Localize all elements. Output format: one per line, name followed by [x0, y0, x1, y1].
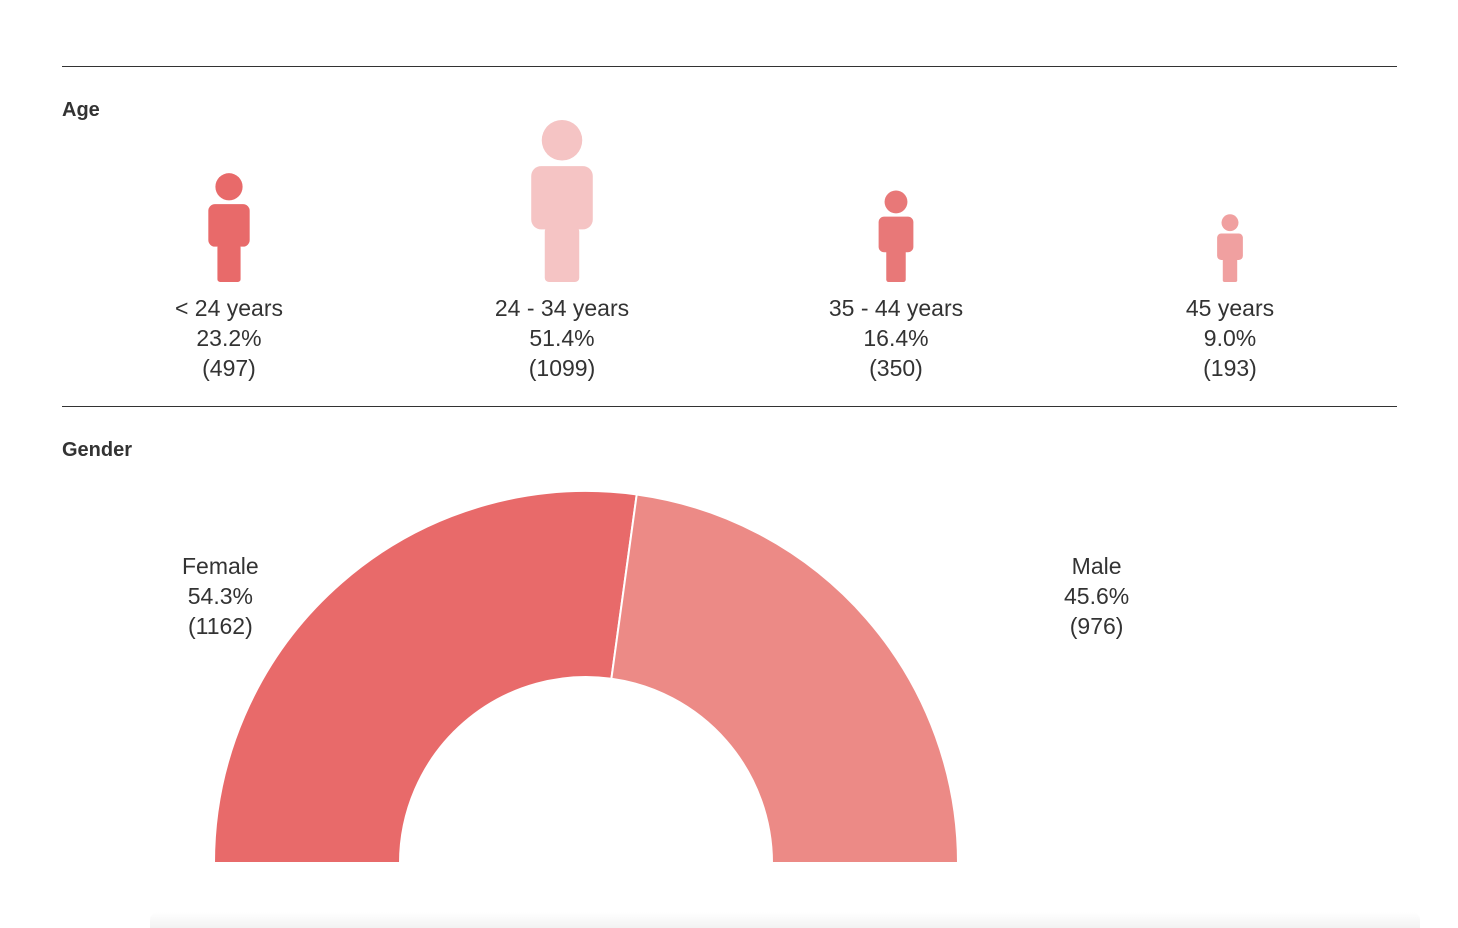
- gender-category-label: Male: [1071, 553, 1122, 579]
- gender-slice-male: [610, 493, 960, 864]
- middle-divider: [62, 406, 1397, 407]
- bottom-card-edge: [150, 912, 1420, 928]
- person-legs-3: [1222, 257, 1238, 282]
- person-head-3: [1221, 214, 1239, 232]
- person-head-0: [215, 173, 243, 201]
- age-category-label: 35 - 44 years: [828, 295, 964, 321]
- age-label-1: 24 - 34 years 51.4% (1099): [442, 293, 682, 383]
- gender-count-label: (976): [1069, 613, 1124, 639]
- gender-label-female: Female 54.3% (1162): [182, 551, 259, 641]
- person-icon-0: [208, 173, 250, 282]
- gender-category-label: Female: [182, 553, 259, 579]
- gender-count-label: (1162): [187, 613, 253, 639]
- person-head-1: [541, 120, 583, 161]
- age-percent-label: 23.2%: [196, 325, 262, 351]
- person-legs-1: [544, 227, 580, 282]
- person-body-3: [1217, 233, 1243, 260]
- gender-half-donut-chart: [212, 490, 960, 864]
- age-label-2: 35 - 44 years 16.4% (350): [776, 293, 1016, 383]
- age-count-label: (497): [202, 355, 256, 381]
- person-icon-2: [878, 190, 914, 282]
- top-divider: [62, 66, 1397, 67]
- age-count-label: (1099): [528, 355, 596, 381]
- age-label-0: < 24 years 23.2% (497): [109, 293, 349, 383]
- age-category-label: 24 - 34 years: [494, 295, 630, 321]
- age-category-label: 45 years: [1185, 295, 1275, 321]
- person-body-0: [208, 204, 250, 247]
- age-label-3: 45 years 9.0% (193): [1110, 293, 1350, 383]
- person-icon-3: [1217, 214, 1243, 282]
- person-legs-0: [217, 244, 241, 282]
- age-count-label: (193): [1203, 355, 1257, 381]
- gender-section-title: Gender: [62, 439, 133, 461]
- person-head-2: [884, 190, 908, 214]
- age-percent-label: 9.0%: [1203, 325, 1257, 351]
- age-pictogram-chart: [208, 120, 1243, 282]
- gender-percent-label: 54.3%: [187, 583, 253, 609]
- age-section-title: Age: [62, 99, 100, 121]
- gender-percent-label: 45.6%: [1064, 583, 1130, 609]
- gender-slice-female: [212, 490, 638, 864]
- person-body-1: [531, 166, 593, 230]
- age-percent-label: 16.4%: [863, 325, 929, 351]
- person-icon-1: [531, 120, 593, 282]
- person-legs-2: [886, 250, 906, 282]
- age-category-label: < 24 years: [174, 295, 284, 321]
- age-percent-label: 51.4%: [529, 325, 595, 351]
- person-body-2: [878, 216, 914, 253]
- gender-label-male: Male 45.6% (976): [1064, 551, 1129, 641]
- age-count-label: (350): [869, 355, 923, 381]
